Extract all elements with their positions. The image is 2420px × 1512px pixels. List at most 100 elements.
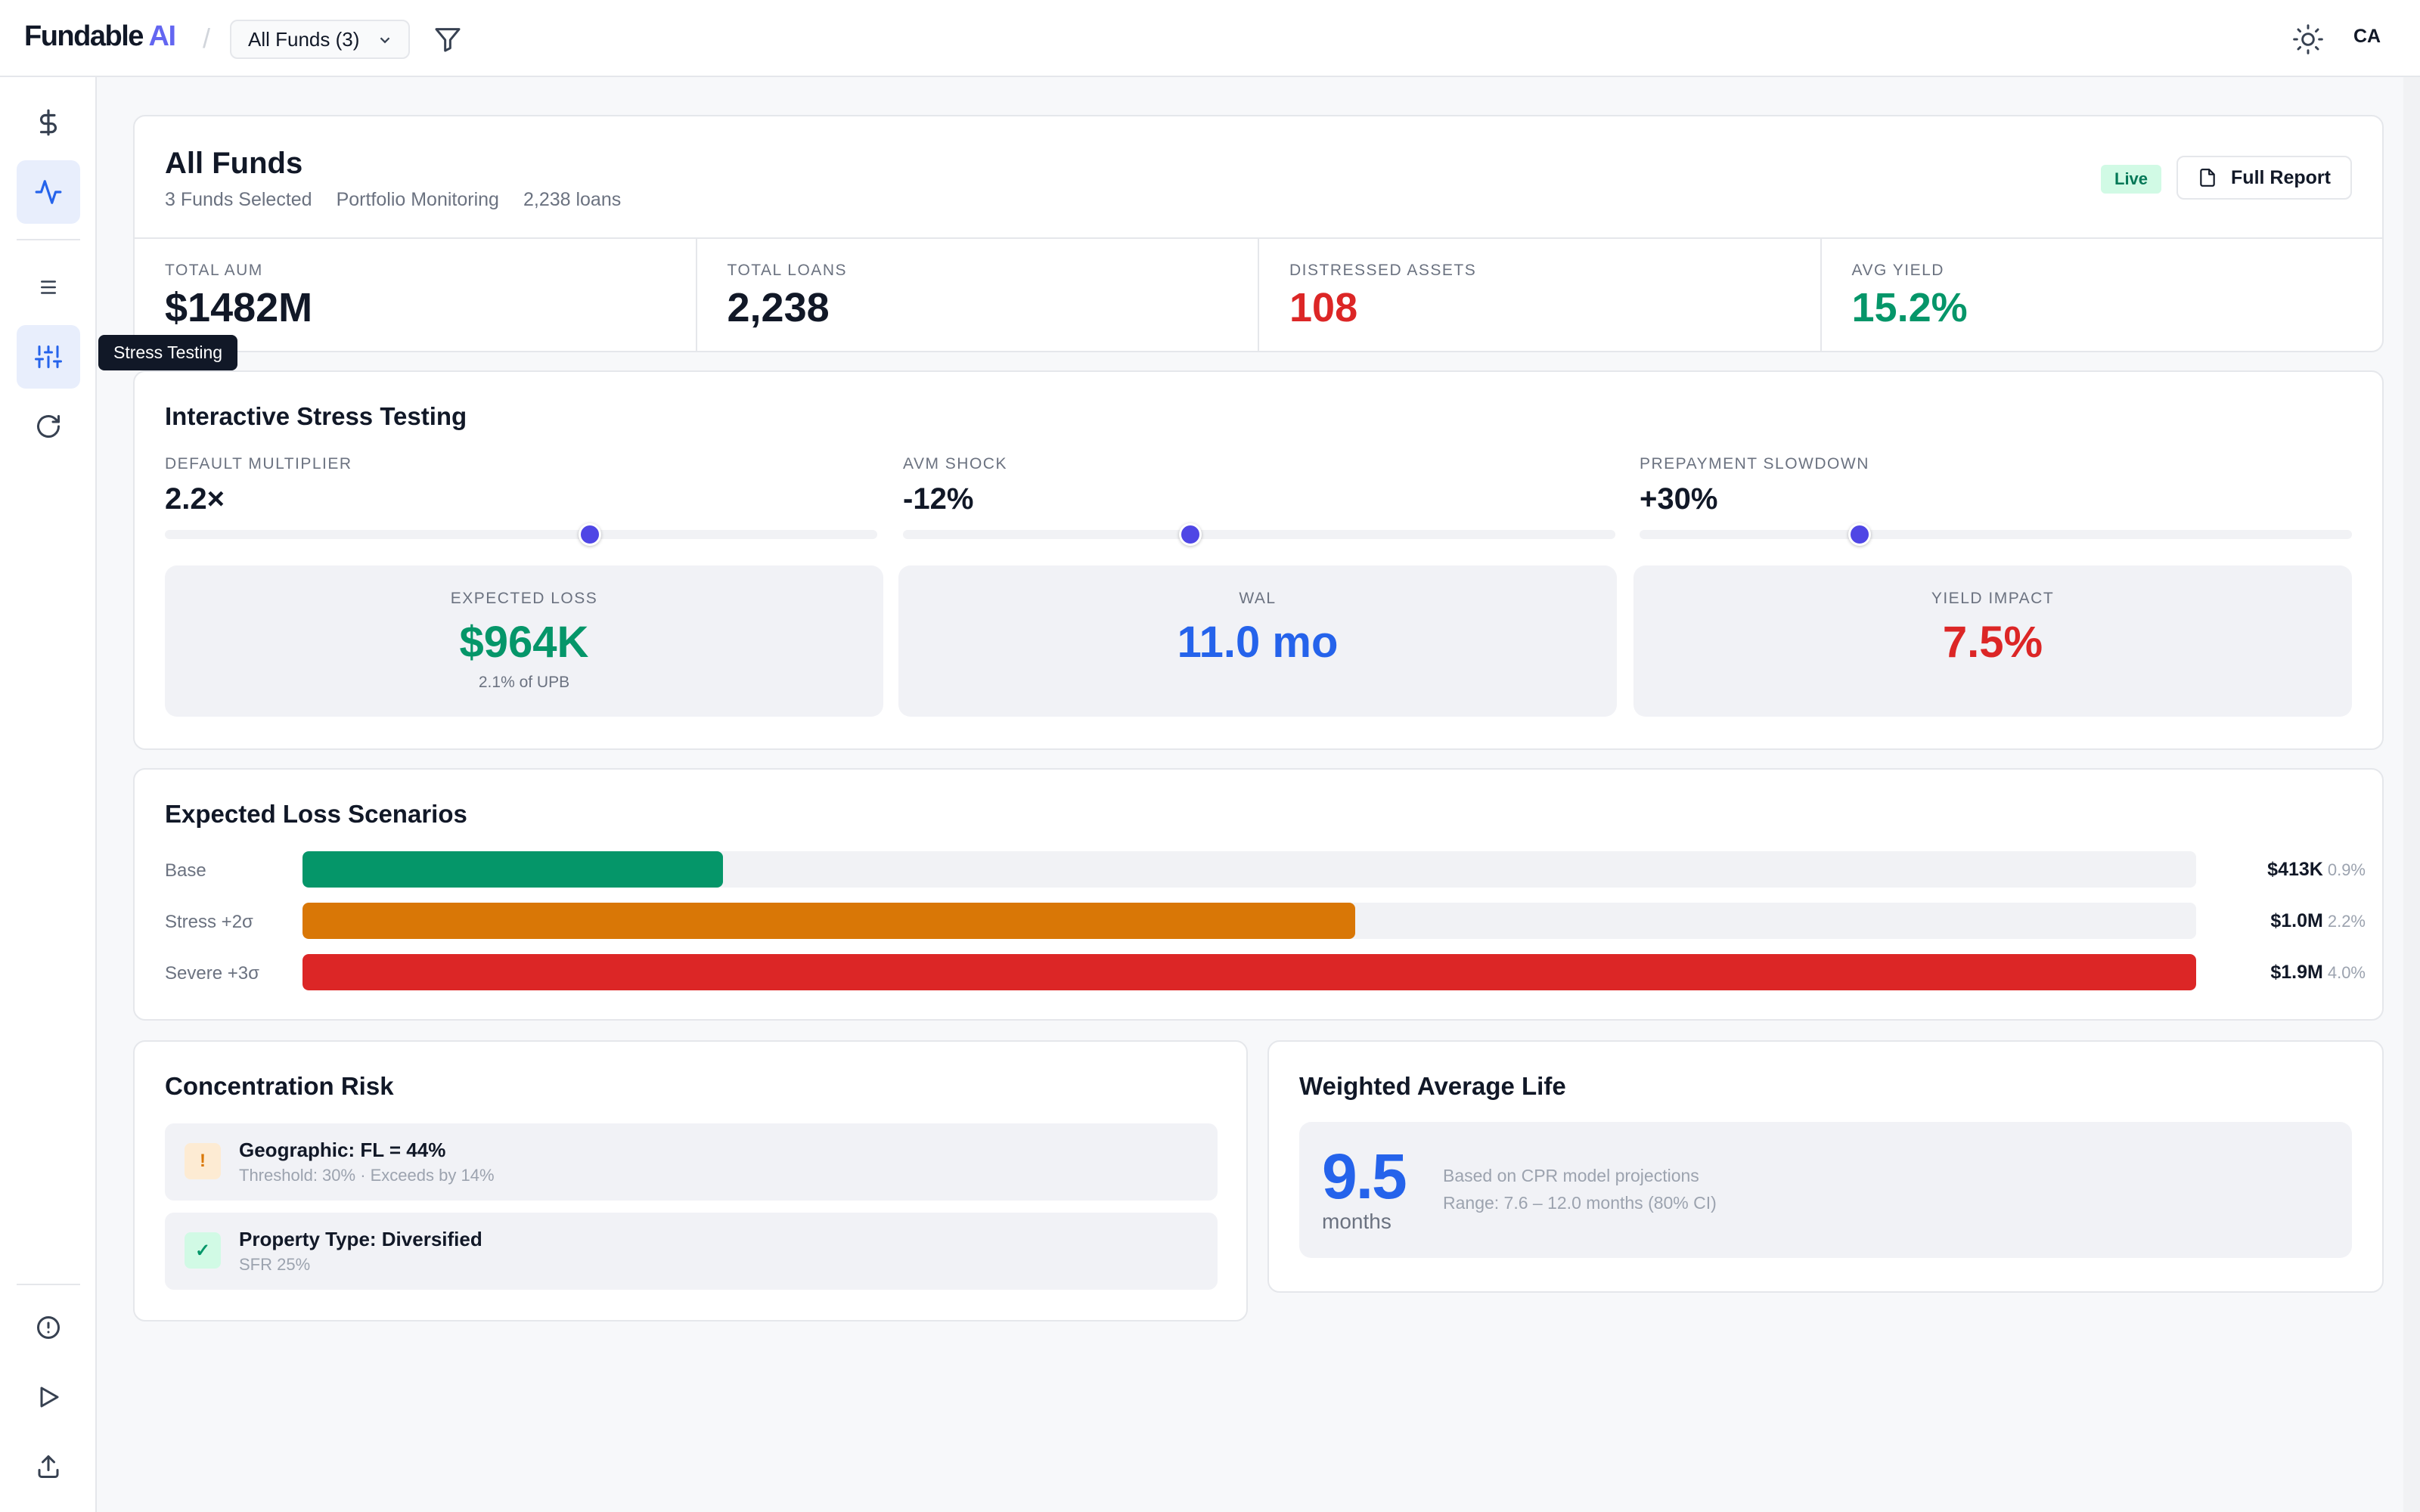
slider-thumb[interactable] xyxy=(1848,523,1872,546)
metric-value: 7.5% xyxy=(1942,618,2043,667)
prepayment-slowdown-slider: Prepayment Slowdown +30% xyxy=(1640,455,2352,546)
kpi-avg-yield: Avg Yield 15.2% xyxy=(1822,239,2383,352)
expected-loss-metric: Expected Loss $964K 2.1% of UPB xyxy=(165,565,883,717)
filter-icon[interactable] xyxy=(431,24,464,54)
slider-track[interactable] xyxy=(903,523,1615,546)
sidebar-item-export[interactable] xyxy=(17,1435,80,1498)
loss-scenarios-title: Expected Loss Scenarios xyxy=(165,800,467,828)
wal-note-range: Range: 7.6 – 12.0 months (80% CI) xyxy=(1443,1193,1717,1213)
stress-testing-title: Interactive Stress Testing xyxy=(165,402,467,430)
risk-item-property-type[interactable]: ✓ Property Type: Diversified SFR 25% xyxy=(165,1213,1218,1290)
sidebar-item-list[interactable] xyxy=(17,256,80,319)
wal-unit: months xyxy=(1322,1210,1392,1233)
sun-icon[interactable] xyxy=(2291,23,2325,56)
slider-label: Prepayment Slowdown xyxy=(1640,455,1869,472)
scenario-row-base: Base $413K 0.9% xyxy=(165,851,2366,889)
play-icon xyxy=(40,1387,59,1408)
kpi-distressed-assets: Distressed Assets 108 xyxy=(1259,239,1822,352)
risk-subtitle: Threshold: 30% · Exceeds by 14% xyxy=(239,1166,495,1185)
risk-title: Property Type: Diversified xyxy=(239,1228,482,1250)
upload-icon xyxy=(38,1455,59,1478)
brand-separator: / xyxy=(203,23,211,54)
slider-track[interactable] xyxy=(1640,523,2352,546)
wal-note-model: Based on CPR model projections xyxy=(1443,1166,1699,1185)
metric-label: Expected Loss xyxy=(450,590,598,607)
slider-thumb[interactable] xyxy=(579,523,602,546)
slider-value: -12% xyxy=(903,482,974,516)
user-avatar[interactable]: CA xyxy=(2353,26,2381,47)
slider-track[interactable] xyxy=(165,523,877,546)
slider-value: 2.2× xyxy=(165,482,225,516)
sidebar-divider xyxy=(17,1284,80,1285)
wal-metric: WAL 11.0 mo xyxy=(898,565,1617,717)
document-icon xyxy=(2200,169,2215,187)
sidebar-item-run[interactable] xyxy=(17,1365,80,1429)
live-status-badge: Live xyxy=(2101,165,2162,194)
scenario-value: $1.9M 4.0% xyxy=(2270,962,2366,983)
alert-circle-icon xyxy=(37,1316,60,1339)
full-report-label: Full Report xyxy=(2231,166,2331,188)
scenario-bar xyxy=(302,851,723,888)
scenario-value: $1.0M 2.2% xyxy=(2270,910,2366,931)
meta-funds-selected: 3 Funds Selected xyxy=(165,189,312,210)
warning-icon: ! xyxy=(185,1143,221,1179)
sidebar-item-info[interactable] xyxy=(17,1296,80,1359)
slider-label: Default Multiplier xyxy=(165,455,352,472)
list-icon xyxy=(41,280,56,294)
metric-sub: 2.1% of UPB xyxy=(478,674,570,691)
metric-label: WAL xyxy=(1239,590,1277,607)
top-bar: Fundable AI / All Funds (3) CA xyxy=(0,0,2420,77)
kpi-label: Avg Yield xyxy=(1851,262,1944,279)
activity-icon xyxy=(35,180,62,204)
sidebar-item-refresh[interactable] xyxy=(17,395,80,458)
kpi-label: Total Loans xyxy=(727,262,847,279)
refresh-icon xyxy=(37,415,60,438)
kpi-label: Total AUM xyxy=(165,262,263,279)
sidebar xyxy=(0,77,97,1512)
metric-value: $964K xyxy=(459,618,589,667)
wal-value: 9.5 xyxy=(1322,1141,1407,1212)
sidebar-item-stress-testing[interactable] xyxy=(17,325,80,389)
kpi-value: 2,238 xyxy=(727,285,830,330)
kpi-row: Total AUM $1482M Total Loans 2,238 Distr… xyxy=(135,237,2382,352)
risk-item-geographic[interactable]: ! Geographic: FL = 44% Threshold: 30% · … xyxy=(165,1123,1218,1201)
scenario-label: Base xyxy=(165,860,206,881)
risk-title: Geographic: FL = 44% xyxy=(239,1139,446,1161)
sidebar-item-funding[interactable] xyxy=(17,91,80,154)
risk-subtitle: SFR 25% xyxy=(239,1255,311,1274)
chevron-down-icon xyxy=(380,37,390,44)
concentration-risk-title: Concentration Risk xyxy=(165,1072,394,1100)
kpi-value: $1482M xyxy=(165,285,313,330)
scenario-label: Stress +2σ xyxy=(165,912,253,932)
scenario-value: $413K 0.9% xyxy=(2267,859,2366,880)
scenario-label: Severe +3σ xyxy=(165,963,259,984)
scenario-bar xyxy=(302,954,2196,990)
loss-scenarios-card: Expected Loss Scenarios Base $413K 0.9% S… xyxy=(133,768,2384,1021)
kpi-value: 15.2% xyxy=(1851,285,1968,330)
yield-impact-metric: Yield Impact 7.5% xyxy=(1634,565,2352,717)
metric-label: Yield Impact xyxy=(1931,590,2055,607)
slider-thumb[interactable] xyxy=(1178,523,1202,546)
wal-title: Weighted Average Life xyxy=(1299,1072,1566,1100)
avm-shock-slider: AVM Shock -12% xyxy=(903,455,1615,546)
scenario-track xyxy=(302,851,2196,888)
kpi-label: Distressed Assets xyxy=(1289,262,1477,279)
page-scrollbar[interactable] xyxy=(2403,77,2420,1512)
kpi-value: 108 xyxy=(1289,285,1358,330)
header-meta: 3 Funds Selected Portfolio Monitoring 2,… xyxy=(165,189,621,211)
brand-logo[interactable]: Fundable AI xyxy=(24,20,176,52)
sliders-icon xyxy=(35,345,62,368)
meta-loan-count: 2,238 loans xyxy=(523,189,622,210)
scenario-row-stress: Stress +2σ $1.0M 2.2% xyxy=(165,903,2366,940)
dollar-icon xyxy=(39,109,57,136)
full-report-button[interactable]: Full Report xyxy=(2176,156,2352,200)
scenario-bar xyxy=(302,903,1356,939)
check-icon: ✓ xyxy=(185,1232,221,1269)
page-title: All Funds xyxy=(165,147,303,180)
slider-label: AVM Shock xyxy=(903,455,1007,472)
sidebar-divider xyxy=(17,239,80,240)
fund-selector-label: All Funds (3) xyxy=(248,27,360,51)
weighted-average-life-card: Weighted Average Life 9.5 months Based o… xyxy=(1267,1040,2384,1293)
fund-selector[interactable]: All Funds (3) xyxy=(230,20,410,59)
sidebar-item-monitoring[interactable] xyxy=(17,160,80,224)
